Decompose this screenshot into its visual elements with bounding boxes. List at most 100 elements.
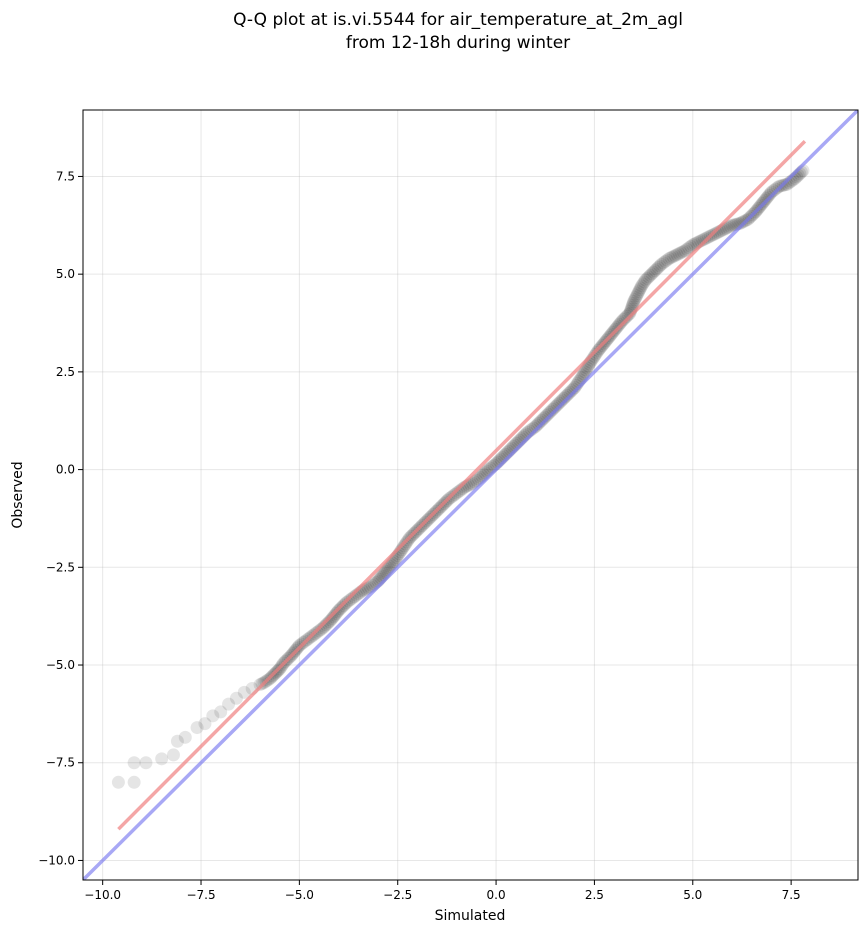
qq-point [643, 268, 657, 282]
qq-point [536, 412, 550, 426]
qq-point [312, 624, 326, 638]
qq-point [237, 685, 251, 699]
qq-point [674, 246, 688, 260]
qq-point [721, 220, 735, 234]
qq-point [535, 413, 549, 427]
qq-point [617, 313, 631, 327]
plot-frame [82, 109, 859, 881]
qq-point [639, 273, 653, 287]
qq-point [560, 388, 574, 402]
qq-point [654, 257, 668, 271]
chart-title: Q-Q plot at is.vi.5544 for air_temperatu… [233, 10, 683, 30]
qq-point [764, 185, 778, 199]
qq-point [552, 396, 566, 410]
qq-point [709, 226, 723, 240]
grid-lines [83, 110, 858, 880]
qq-point [547, 401, 561, 415]
y-axis-label: Observed [10, 461, 26, 528]
qq-point [626, 296, 640, 310]
x-tick-label: 7.5 [782, 888, 801, 902]
qq-point [214, 705, 228, 719]
qq-point [568, 381, 582, 395]
y-tick-label: −7.5 [46, 756, 75, 770]
qq-point [344, 593, 358, 607]
qq-point [763, 187, 777, 201]
qq-point [454, 483, 468, 497]
x-tick-label: 2.5 [585, 888, 604, 902]
qq-point [618, 311, 632, 325]
qq-point [762, 188, 776, 202]
qq-point [314, 622, 328, 636]
qq-point [530, 418, 544, 432]
qq-point [653, 259, 667, 273]
qq-point [544, 404, 558, 418]
fit-line [117, 140, 807, 831]
qq-point [345, 591, 359, 605]
qq-point [759, 192, 773, 206]
qq-point [318, 619, 332, 633]
qq-point [533, 415, 547, 429]
qq-point [620, 309, 634, 323]
qq-point [543, 406, 557, 420]
x-tick-label: −5.0 [285, 888, 314, 902]
qq-point [725, 218, 739, 232]
qq-point [166, 748, 180, 762]
qq-point [766, 184, 780, 198]
qq-point [557, 391, 571, 405]
qq-point [578, 365, 592, 379]
qq-point [682, 241, 696, 255]
qq-point [611, 319, 625, 333]
x-axis-label: Simulated [435, 908, 506, 924]
qq-point [555, 393, 569, 407]
qq-point [528, 420, 542, 434]
qq-point [684, 239, 698, 253]
qq-point [627, 295, 641, 309]
qq-point [614, 316, 628, 330]
qq-point [539, 409, 553, 423]
x-tick-label: 5.0 [683, 888, 702, 902]
qq-point [532, 416, 546, 430]
qq-point [198, 717, 212, 731]
qq-point [672, 247, 686, 261]
qq-point [630, 289, 644, 303]
qq-point [733, 216, 747, 230]
qq-point [676, 245, 690, 259]
x-tick-label: −2.5 [383, 888, 412, 902]
qq-point [324, 613, 338, 627]
qq-point [634, 281, 648, 295]
qq-point [642, 270, 656, 284]
qq-point [637, 275, 651, 289]
qq-point [768, 182, 782, 196]
x-tick-label: −7.5 [186, 888, 215, 902]
chart-subtitle: from 12-18h during winter [346, 33, 570, 53]
y-tick-label: −2.5 [46, 560, 75, 574]
qq-point [127, 775, 141, 789]
qq-point [549, 399, 563, 413]
qq-point [190, 721, 204, 735]
qq-point [329, 607, 343, 621]
qq-point [646, 265, 660, 279]
qq-point [735, 215, 749, 229]
qq-point [612, 317, 626, 331]
qq-point [325, 611, 339, 625]
qq-point [660, 253, 674, 267]
qq-point [450, 486, 464, 500]
qq-point [628, 293, 642, 307]
qq-point [662, 252, 676, 266]
plot-area-content [83, 110, 858, 880]
qq-point [452, 485, 466, 499]
qq-point [631, 287, 645, 301]
qq-point [632, 285, 646, 299]
qq-point [648, 264, 662, 278]
qq-point [566, 382, 580, 396]
qq-point [546, 402, 560, 416]
qq-point [321, 616, 335, 630]
qq-point [645, 267, 659, 281]
qq-point [621, 308, 635, 322]
qq-point [170, 734, 184, 748]
qq-point [656, 256, 670, 270]
qq-point [670, 248, 684, 262]
qq-points [111, 164, 810, 789]
qq-point [590, 345, 604, 359]
y-tick-label: 0.0 [56, 463, 75, 477]
